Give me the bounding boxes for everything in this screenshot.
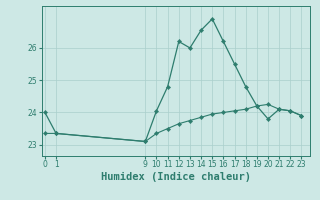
X-axis label: Humidex (Indice chaleur): Humidex (Indice chaleur) <box>101 172 251 182</box>
